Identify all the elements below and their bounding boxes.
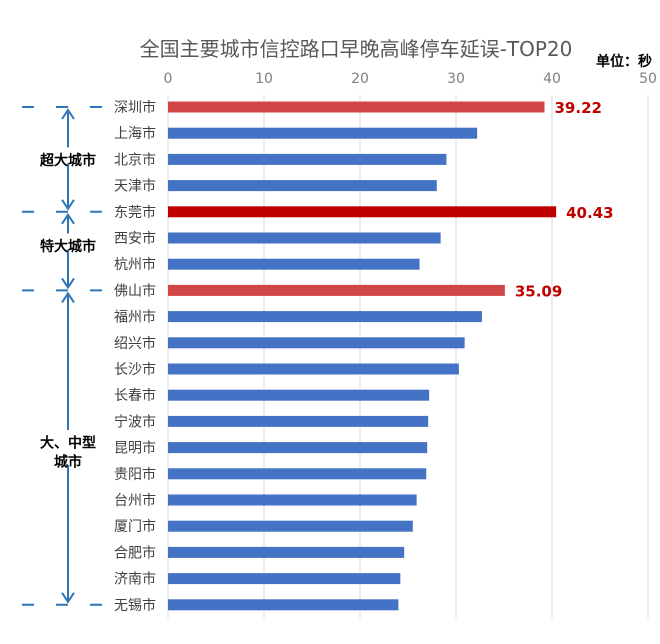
group-arrow-head-up-3 [61,291,75,303]
group-label-3-line-1: 大、中型 [40,435,96,452]
bar-8 [168,284,505,296]
category-label-1: 深圳市 [114,99,156,116]
group-arrow-head-down-1 [61,199,75,211]
category-label-19: 济南市 [114,571,156,588]
bar-7 [168,258,420,270]
bar-6 [168,232,441,244]
data-label-3: 35.09 [515,282,562,300]
bar-19 [168,573,401,585]
category-label-14: 昆明市 [114,440,156,457]
bar-4 [168,180,437,192]
data-label-2: 40.43 [566,204,613,222]
category-label-4: 天津市 [114,178,156,195]
bar-17 [168,520,413,532]
category-label-3: 北京市 [114,151,156,168]
category-label-9: 福州市 [114,309,156,326]
category-label-5: 东莞市 [114,204,156,221]
bar-1 [168,101,545,113]
bar-15 [168,468,427,480]
category-label-16: 台州市 [114,492,156,509]
unit-label: 单位：秒 [596,53,652,70]
x-axis-ticks: 0 10 20 30 40 50 [164,71,657,87]
category-label-18: 合肥市 [114,544,156,561]
tick-label-10: 10 [255,71,273,87]
category-label-15: 贵阳市 [114,466,156,483]
bar-11 [168,363,459,375]
tick-label-50: 50 [639,71,657,87]
category-label-20: 无锡市 [114,597,156,614]
group-arrow-head-up-1 [61,108,75,120]
bar-12 [168,389,430,401]
group-label-2: 特大城市 [40,238,96,255]
bar-20 [168,599,399,611]
bar-13 [168,415,429,427]
gridlines [167,95,649,618]
bar-14 [168,442,428,454]
bars [168,101,557,611]
category-label-8: 佛山市 [114,282,156,299]
tick-label-0: 0 [164,71,173,87]
group-label-3-line-2: 城市 [54,454,82,471]
category-label-6: 西安市 [114,230,156,247]
category-label-2: 上海市 [114,125,156,142]
tick-label-30: 30 [447,71,465,87]
bar-5 [168,206,557,218]
group-arrow-head-up-2 [61,212,75,225]
category-label-7: 杭州市 [114,256,156,273]
group-arrow-head-down-3 [61,592,75,604]
group-arrow-head-down-2 [61,277,75,290]
bar-9 [168,311,482,323]
tick-label-20: 20 [351,71,369,87]
category-label-10: 绍兴市 [114,335,156,352]
category-label-17: 厦门市 [114,518,156,535]
bar-10 [168,337,465,349]
group-label-1: 超大城市 [39,152,96,169]
data-label-1: 39.22 [555,99,602,117]
bar-18 [168,546,405,558]
chart-title: 全国主要城市信控路口早晚高峰停车延误-TOP20 [140,37,573,61]
category-label-12: 长春市 [114,387,156,404]
data-labels: 39.22 40.43 35.09 [515,99,614,300]
bar-3 [168,153,447,165]
category-label-11: 长沙市 [114,361,156,378]
bar-2 [168,127,478,139]
category-labels: 深圳市上海市北京市天津市东莞市西安市杭州市佛山市福州市绍兴市长沙市长春市宁波市昆… [114,99,156,614]
bar-16 [168,494,417,506]
category-label-13: 宁波市 [114,413,156,430]
tick-label-40: 40 [543,71,561,87]
